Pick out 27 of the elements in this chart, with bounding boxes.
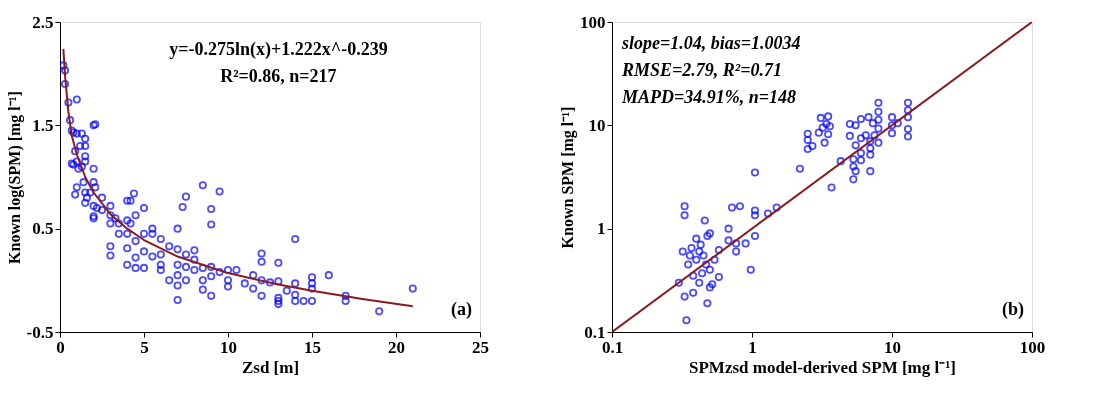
x-tick-label: 20 <box>388 337 405 357</box>
y-tick-label: -0.5 <box>26 322 54 342</box>
x-axis-title: SPMzsd model-derived SPM [mg l⁻¹] <box>688 357 957 377</box>
x-tick-label: 1 <box>748 337 757 357</box>
annotation: slope=1.04, bias=1.0034 <box>621 33 801 53</box>
x-tick-label: 25 <box>472 337 489 357</box>
x-tick-label: 10 <box>884 337 901 357</box>
y-tick-label: 10 <box>588 115 606 135</box>
x-tick-label: 100 <box>1019 337 1046 357</box>
annotation: y=-0.275ln(x)+1.222x^-0.239 <box>169 39 388 60</box>
x-tick-label: 10 <box>220 337 237 357</box>
x-tick-label: 5 <box>140 337 149 357</box>
annotation: MAPD=34.91%, n=148 <box>621 87 797 107</box>
annotation: R²=0.86, n=217 <box>220 66 337 86</box>
y-tick-label: 0.5 <box>32 219 54 239</box>
annotation: (a) <box>451 299 472 320</box>
x-tick-label: 0 <box>56 337 65 357</box>
annotation: RMSE=2.79, R²=0.71 <box>621 60 782 80</box>
y-tick-label: 100 <box>580 12 606 32</box>
y-tick-label: 1 <box>597 219 606 239</box>
x-axis-title: Zsd [m] <box>241 357 300 377</box>
y-tick-label: 1.5 <box>32 115 54 135</box>
annotation: (b) <box>1002 299 1024 320</box>
y-axis-title: Known SPM [mg l⁻¹] <box>559 106 577 249</box>
y-axis-title: Known log(SPM) [mg l⁻¹] <box>5 91 24 264</box>
y-tick-label: 2.5 <box>32 12 54 32</box>
x-tick-label: 15 <box>304 337 321 357</box>
